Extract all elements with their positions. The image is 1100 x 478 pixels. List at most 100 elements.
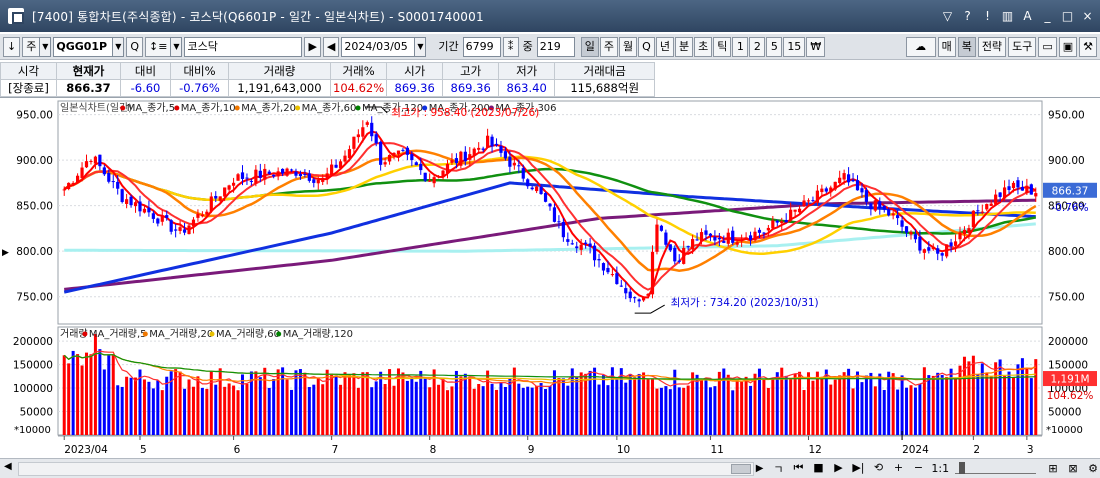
volume-bar xyxy=(240,374,244,435)
candle-body xyxy=(499,146,503,153)
prev-button[interactable]: ◀ xyxy=(322,36,340,57)
timeframe-button-3[interactable]: Q xyxy=(638,36,655,57)
nav-button-5[interactable]: ⟲ xyxy=(873,460,884,474)
save-icon[interactable]: ▣ xyxy=(1058,36,1078,57)
scroll-left-icon[interactable]: ◀ xyxy=(4,461,12,472)
candle-body xyxy=(303,173,307,175)
candle-body xyxy=(842,173,846,180)
sort-icon[interactable]: ↕≡ xyxy=(145,36,172,57)
chart-area[interactable]: 950.00 950.00 900.00 900.00 850.00 850.00 800.… xyxy=(0,99,1100,458)
folder-icon[interactable]: ▭ xyxy=(1038,36,1057,57)
chevron-down-icon[interactable]: ▼ xyxy=(414,36,427,57)
period-input[interactable]: 6799 xyxy=(462,36,501,57)
scrollbar-thumb[interactable] xyxy=(730,463,751,474)
horizontal-scrollbar[interactable] xyxy=(18,461,754,476)
volume-bar xyxy=(1007,371,1011,435)
candle-body xyxy=(223,187,227,197)
code-input[interactable]: QGG01P xyxy=(53,36,114,57)
search-icon[interactable]: Q xyxy=(126,36,144,57)
bottom-icon-0[interactable]: ⊞ xyxy=(1048,462,1058,475)
candle-body xyxy=(584,242,588,244)
timeframe-button-5[interactable]: 분 xyxy=(674,36,694,57)
candle-body xyxy=(927,247,931,251)
volume-bar xyxy=(285,379,289,435)
candle-body xyxy=(240,172,245,179)
nav-button-7[interactable]: − xyxy=(913,460,924,474)
candle-body xyxy=(896,215,900,219)
timeframe-button-8[interactable]: 1 xyxy=(732,36,749,57)
compound-button[interactable]: 복 xyxy=(957,36,976,57)
timeframe-button-11[interactable]: 15 xyxy=(783,36,806,57)
buy-button[interactable]: 매 xyxy=(937,36,956,57)
next-button[interactable]: ▶ xyxy=(304,36,321,57)
minimize-icon[interactable]: _ xyxy=(1044,9,1051,23)
tools-button[interactable]: 도구 xyxy=(1008,36,1037,57)
nav-button-0[interactable]: ㄱ xyxy=(773,462,784,476)
candle-body xyxy=(641,296,646,301)
nav-button-6[interactable]: + xyxy=(893,460,904,474)
chevron-down-icon[interactable]: ▼ xyxy=(39,36,52,57)
name-input[interactable]: 코스닥 xyxy=(184,36,303,57)
candle-body xyxy=(147,207,151,213)
minimize-to-tray-icon[interactable]: ▽ xyxy=(942,9,953,23)
nav-button-3[interactable]: ▶ xyxy=(834,460,843,474)
timeframe-button-9[interactable]: 2 xyxy=(749,36,766,57)
timeframe-button-2[interactable]: 월 xyxy=(619,36,638,57)
timeframe-button-4[interactable]: 년 xyxy=(655,36,674,57)
candle-body xyxy=(71,182,75,184)
zoom-knob[interactable] xyxy=(959,461,966,474)
volume-bar xyxy=(151,388,155,435)
font-icon[interactable]: A xyxy=(1023,9,1032,23)
split-icon[interactable]: ⁑ xyxy=(502,36,519,57)
candlestick-chart[interactable]: 950.00 950.00 900.00 900.00 850.00 850.00 800.… xyxy=(0,99,1100,458)
cloud-icon[interactable]: ☁ xyxy=(905,36,936,57)
strategy-button[interactable]: 전략 xyxy=(977,36,1007,57)
volume-bar xyxy=(588,370,592,435)
volume-bar xyxy=(232,385,236,435)
period-label: 기간 xyxy=(438,39,459,53)
help-icon[interactable]: ? xyxy=(964,9,971,23)
volume-bar xyxy=(655,388,659,435)
timeframe-button-7[interactable]: 틱 xyxy=(713,36,732,57)
timeframe-button-6[interactable]: 초 xyxy=(694,36,713,57)
close-icon[interactable]: × xyxy=(1082,9,1093,23)
pin-icon[interactable]: ! xyxy=(985,9,990,23)
volume-tick-left: 150000 xyxy=(13,360,53,372)
chevron-down-icon[interactable]: ▼ xyxy=(170,36,183,57)
down-arrow-button[interactable]: ↓ xyxy=(3,36,21,57)
candle-body xyxy=(998,192,1002,197)
volume-bar xyxy=(851,388,855,435)
volume-bar xyxy=(419,370,423,435)
timeframe-button-10[interactable]: 5 xyxy=(766,36,783,57)
chevron-down-icon[interactable]: ▼ xyxy=(112,36,125,57)
volume-bar xyxy=(183,388,187,435)
scroll-right-icon[interactable]: ▶ xyxy=(755,463,764,474)
candle-body xyxy=(231,182,236,186)
type-select[interactable]: 주 xyxy=(22,36,41,57)
candle-body xyxy=(637,299,641,302)
nav-button-2[interactable]: ■ xyxy=(813,460,824,474)
date-input[interactable]: 2024/03/05 xyxy=(341,36,416,57)
nav-button-1[interactable]: ⏮ xyxy=(793,460,804,474)
layout-icon[interactable]: ▥ xyxy=(1001,9,1014,23)
volume-bar xyxy=(477,383,481,435)
candle-body xyxy=(561,222,565,238)
timeframe-button-12[interactable]: ₩ xyxy=(806,36,826,57)
bottom-icon-2[interactable]: ⚙ xyxy=(1088,462,1098,475)
bottom-icon-1[interactable]: ⊠ xyxy=(1068,462,1078,475)
volume-bar xyxy=(824,369,828,435)
zoom-label: 1:1 xyxy=(931,462,950,475)
timeframe-button-1[interactable]: 주 xyxy=(599,36,619,57)
candle-body xyxy=(815,190,819,203)
wrench-icon[interactable]: ⚒ xyxy=(1079,36,1097,57)
volume-bar xyxy=(468,376,472,435)
volume-bar xyxy=(160,390,164,435)
maximize-icon[interactable]: □ xyxy=(1061,9,1074,23)
volume-bar xyxy=(713,386,717,435)
zoom-slider[interactable] xyxy=(955,461,1036,474)
count-input[interactable]: 219 xyxy=(536,36,575,57)
nav-button-4[interactable]: ▶| xyxy=(852,460,865,474)
volume-bar xyxy=(561,378,565,435)
candle-body xyxy=(160,215,164,222)
timeframe-button-0[interactable]: 일 xyxy=(580,36,599,57)
